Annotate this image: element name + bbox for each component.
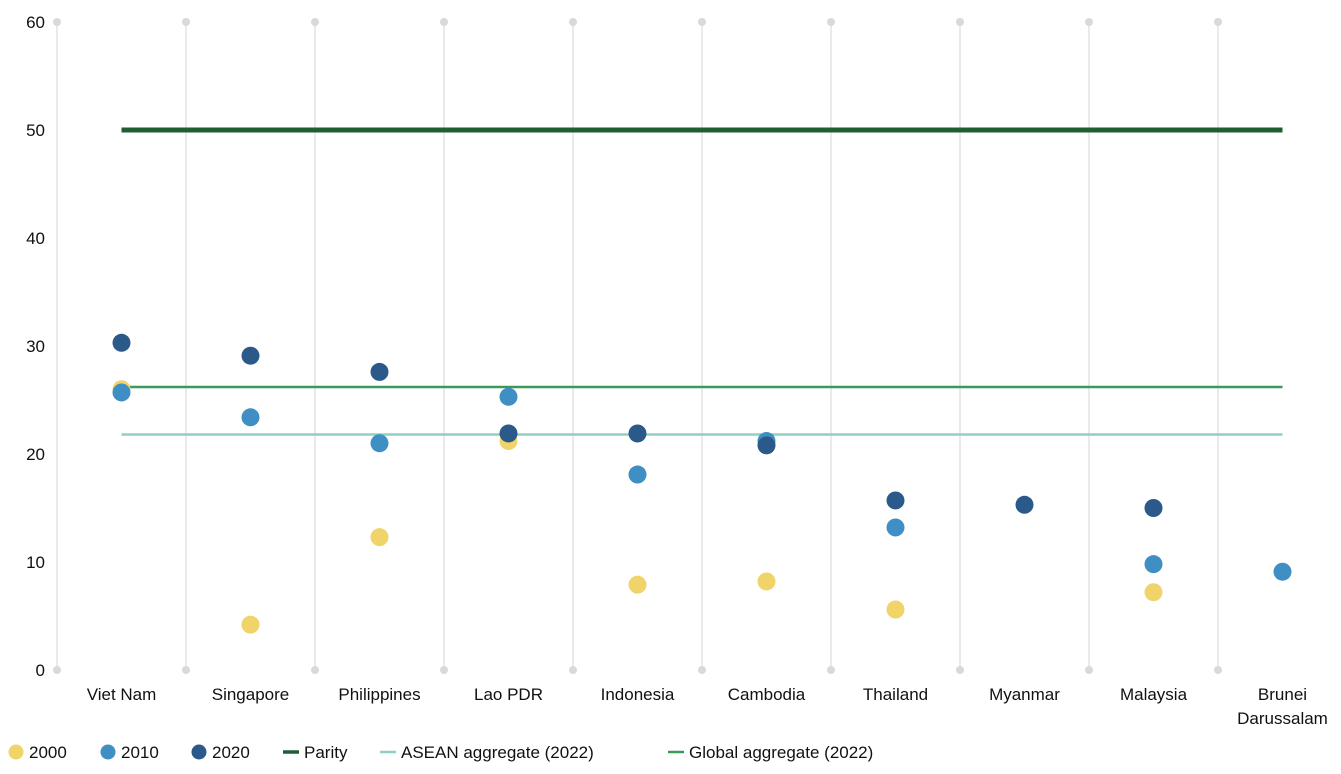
point-2000-philippines — [370, 528, 389, 547]
gridline-end-dot — [698, 666, 706, 674]
point-2010-indonesia — [628, 465, 647, 484]
x-tick-label: Singapore — [212, 685, 290, 704]
gridline-end-dot — [827, 18, 835, 26]
point-2000-cambodia — [757, 572, 776, 591]
x-tick-label: Brunei Darussalam — [1237, 685, 1328, 728]
legend-label: 2000 — [29, 743, 67, 762]
gridline-end-dot — [698, 18, 706, 26]
gridline-end-dot — [53, 666, 61, 674]
gridline-end-dot — [182, 666, 190, 674]
legend-label: 2020 — [212, 743, 250, 762]
legend-item-2000: 2000 — [8, 743, 67, 762]
gridline-end-dot — [311, 18, 319, 26]
point-2020-viet-nam — [112, 333, 131, 352]
legend-label: 2010 — [121, 743, 159, 762]
legend-marker — [100, 744, 116, 760]
point-2020-myanmar — [1015, 495, 1034, 514]
gridline-end-dot — [440, 666, 448, 674]
y-tick-label: 50 — [26, 121, 45, 140]
point-2020-philippines — [370, 362, 389, 381]
point-2010-lao-pdr — [499, 387, 518, 406]
y-tick-label: 20 — [26, 445, 45, 464]
gridline-end-dot — [53, 18, 61, 26]
gridline-end-dot — [569, 666, 577, 674]
point-2010-brunei-darussalam — [1273, 562, 1292, 581]
legend: 2000 2010 2020 Parity ASEAN aggregate (2022)… — [8, 743, 873, 762]
point-2010-malaysia — [1144, 555, 1163, 574]
x-tick-label: Philippines — [338, 685, 420, 704]
legend-item-parity: Parity — [283, 743, 348, 762]
x-tick-label: Cambodia — [728, 685, 806, 704]
x-tick-label: Viet Nam — [87, 685, 157, 704]
gridline-end-dot — [440, 18, 448, 26]
point-2000-indonesia — [628, 575, 647, 594]
legend-label: Parity — [304, 743, 348, 762]
legend-item-global-aggregate-2022: Global aggregate (2022) — [668, 743, 873, 762]
point-2010-singapore — [241, 408, 260, 427]
gridline-end-dot — [1085, 18, 1093, 26]
point-2020-singapore — [241, 346, 260, 365]
data-points — [112, 333, 1292, 634]
x-tick-label: Malaysia — [1120, 685, 1188, 704]
y-axis: 0 10 20 30 40 50 60 — [26, 13, 45, 680]
y-tick-label: 60 — [26, 13, 45, 32]
x-axis: Viet Nam Singapore Philippines Lao PDR Indon… — [87, 685, 1328, 728]
x-tick-label: Lao PDR — [474, 685, 543, 704]
gridline-end-dot — [182, 18, 190, 26]
gridline-end-dot — [1085, 666, 1093, 674]
point-2020-malaysia — [1144, 499, 1163, 517]
point-2020-cambodia — [757, 436, 776, 455]
gridline-end-dot — [827, 666, 835, 674]
y-tick-label: 10 — [26, 553, 45, 572]
gridline-end-dot — [311, 666, 319, 674]
gridline-end-dot — [569, 18, 577, 26]
legend-marker — [191, 744, 207, 760]
legend-label: ASEAN aggregate (2022) — [401, 743, 594, 762]
y-tick-label: 0 — [36, 661, 45, 680]
x-tick-label: Indonesia — [601, 685, 675, 704]
x-tick-label: Myanmar — [989, 685, 1060, 704]
legend-item-2010: 2010 — [100, 743, 159, 762]
x-tick-label: Thailand — [863, 685, 928, 704]
gridline-end-dot — [956, 666, 964, 674]
gridline-end-dot — [1214, 666, 1222, 674]
gridlines — [53, 18, 1222, 674]
legend-item-asean-aggregate-2022: ASEAN aggregate (2022) — [380, 743, 594, 762]
point-2010-viet-nam — [112, 383, 131, 402]
point-2000-singapore — [241, 615, 260, 634]
legend-item-2020: 2020 — [191, 743, 250, 762]
y-tick-label: 30 — [26, 337, 45, 356]
gridline-end-dot — [1214, 18, 1222, 26]
point-2010-thailand — [886, 518, 905, 537]
point-2020-lao-pdr — [499, 424, 518, 443]
y-tick-label: 40 — [26, 229, 45, 248]
legend-marker — [8, 744, 24, 760]
point-2020-indonesia — [628, 424, 647, 443]
reference-lines — [121, 127, 1283, 436]
point-2010-philippines — [370, 434, 389, 453]
point-2000-malaysia — [1144, 583, 1163, 602]
point-2000-thailand — [886, 600, 905, 619]
gridline-end-dot — [956, 18, 964, 26]
point-2020-thailand — [886, 491, 905, 510]
legend-label: Global aggregate (2022) — [689, 743, 873, 762]
